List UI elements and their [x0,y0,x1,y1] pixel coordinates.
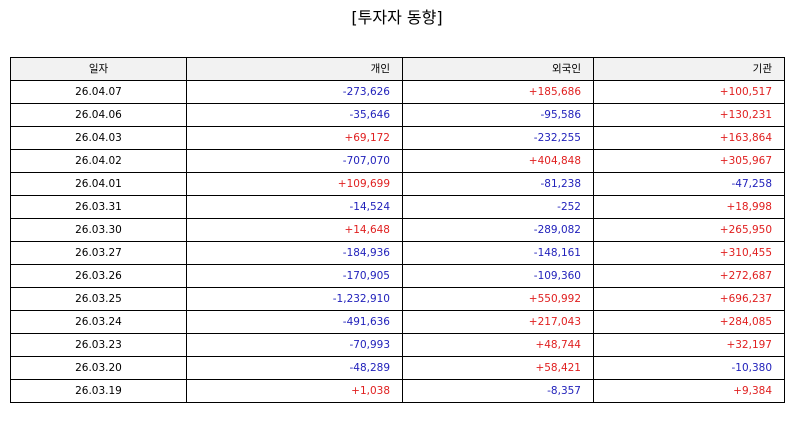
cell-date: 26.03.25 [10,287,187,311]
cell-individual: -273,626 [186,80,403,104]
cell-individual: -184,936 [186,241,403,265]
cell-institution: +100,517 [593,80,785,104]
cell-foreign: +185,686 [402,80,594,104]
cell-individual: -491,636 [186,310,403,334]
cell-foreign: -81,238 [402,172,594,196]
table-row: 26.03.19 +1,038 -8,357 +9,384 [10,379,785,403]
table-row: 26.04.02 -707,070 +404,848 +305,967 [10,149,785,173]
cell-institution: +696,237 [593,287,785,311]
table-row: 26.04.06 -35,646 -95,586 +130,231 [10,103,785,127]
cell-institution: +9,384 [593,379,785,403]
cell-date: 26.03.23 [10,333,187,357]
cell-date: 26.03.24 [10,310,187,334]
cell-individual: -170,905 [186,264,403,288]
cell-date: 26.03.31 [10,195,187,219]
cell-individual: -35,646 [186,103,403,127]
cell-foreign: -252 [402,195,594,219]
cell-foreign: -109,360 [402,264,594,288]
cell-foreign: -148,161 [402,241,594,265]
cell-date: 26.04.01 [10,172,187,196]
cell-individual: -707,070 [186,149,403,173]
cell-date: 26.03.27 [10,241,187,265]
cell-date: 26.04.03 [10,126,187,150]
column-header-institution: 기관 [593,57,785,81]
cell-individual: +1,038 [186,379,403,403]
cell-individual: -48,289 [186,356,403,380]
cell-date: 26.03.19 [10,379,187,403]
cell-foreign: -95,586 [402,103,594,127]
table-row: 26.03.25 -1,232,910 +550,992 +696,237 [10,287,785,311]
cell-institution: +305,967 [593,149,785,173]
table-row: 26.03.20 -48,289 +58,421 -10,380 [10,356,785,380]
cell-institution: -10,380 [593,356,785,380]
investor-trend-table: 일자 개인 외국인 기관 26.04.07 -273,626 +185,686 +10… [10,57,785,403]
cell-institution: -47,258 [593,172,785,196]
cell-date: 26.03.26 [10,264,187,288]
cell-date: 26.03.20 [10,356,187,380]
cell-institution: +32,197 [593,333,785,357]
cell-date: 26.04.06 [10,103,187,127]
table-row: 26.04.07 -273,626 +185,686 +100,517 [10,80,785,104]
table-row: 26.03.31 -14,524 -252 +18,998 [10,195,785,219]
cell-institution: +310,455 [593,241,785,265]
column-header-individual: 개인 [186,57,403,81]
cell-individual: +14,648 [186,218,403,242]
cell-foreign: -232,255 [402,126,594,150]
table-row: 26.03.27 -184,936 -148,161 +310,455 [10,241,785,265]
cell-date: 26.04.07 [10,80,187,104]
column-header-foreign: 외국인 [402,57,594,81]
cell-individual: -70,993 [186,333,403,357]
cell-foreign: +217,043 [402,310,594,334]
cell-foreign: +404,848 [402,149,594,173]
table-row: 26.03.26 -170,905 -109,360 +272,687 [10,264,785,288]
cell-institution: +272,687 [593,264,785,288]
cell-foreign: -8,357 [402,379,594,403]
table-header-row: 일자 개인 외국인 기관 [10,57,785,81]
cell-institution: +163,864 [593,126,785,150]
cell-foreign: -289,082 [402,218,594,242]
table-row: 26.03.24 -491,636 +217,043 +284,085 [10,310,785,334]
cell-institution: +265,950 [593,218,785,242]
cell-foreign: +48,744 [402,333,594,357]
cell-institution: +130,231 [593,103,785,127]
cell-institution: +284,085 [593,310,785,334]
cell-individual: +69,172 [186,126,403,150]
cell-institution: +18,998 [593,195,785,219]
cell-individual: -1,232,910 [186,287,403,311]
cell-individual: +109,699 [186,172,403,196]
cell-date: 26.04.02 [10,149,187,173]
table-row: 26.03.23 -70,993 +48,744 +32,197 [10,333,785,357]
cell-date: 26.03.30 [10,218,187,242]
cell-individual: -14,524 [186,195,403,219]
column-header-date: 일자 [10,57,187,81]
table-row: 26.03.30 +14,648 -289,082 +265,950 [10,218,785,242]
cell-foreign: +58,421 [402,356,594,380]
page-title: [투자자 동향] [351,8,443,27]
table-row: 26.04.01 +109,699 -81,238 -47,258 [10,172,785,196]
table-row: 26.04.03 +69,172 -232,255 +163,864 [10,126,785,150]
cell-foreign: +550,992 [402,287,594,311]
table-body: 26.04.07 -273,626 +185,686 +100,517 26.04.06… [10,80,785,403]
